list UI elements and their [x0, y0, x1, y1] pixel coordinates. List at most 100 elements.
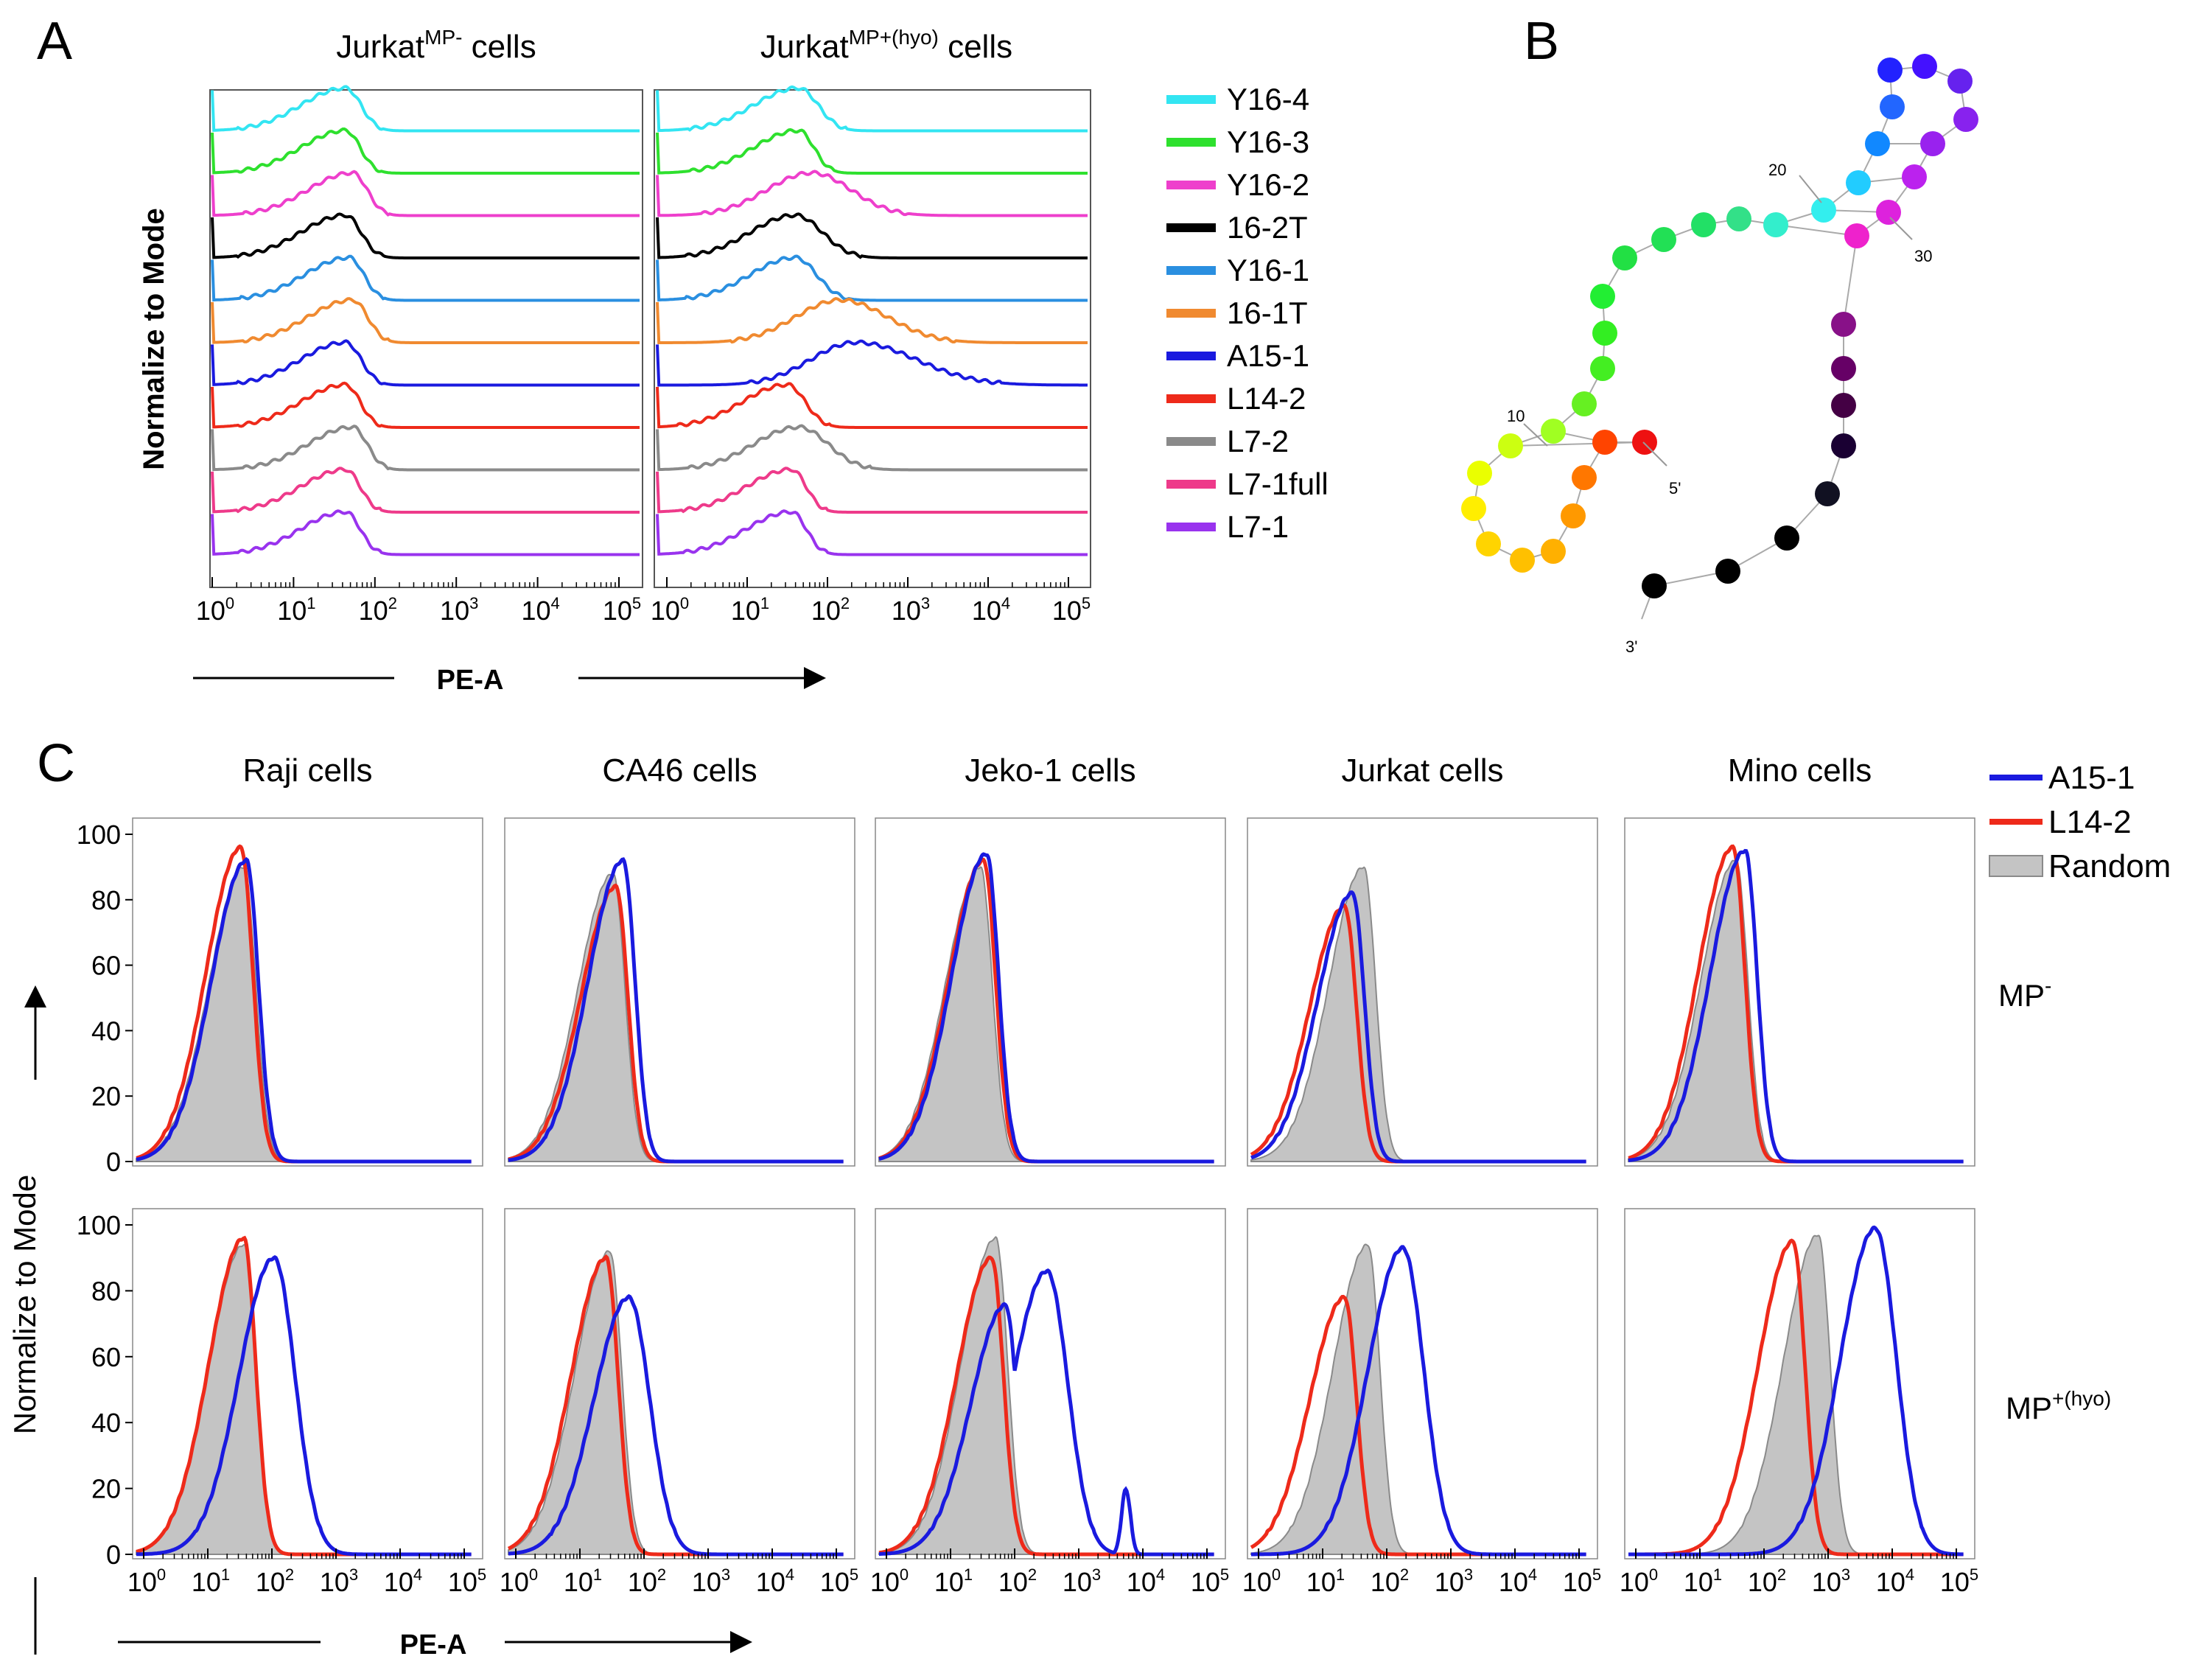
panel-c-legend: A15-1 L14-2 Random — [1989, 760, 2171, 884]
histogram-16-1t — [656, 297, 1088, 344]
legend-label-y16-2: Y16-2 — [1227, 167, 1309, 202]
nucleotide — [1498, 433, 1523, 458]
histogram-random — [878, 866, 1214, 1162]
x-tick-label: 103 — [1812, 1565, 1850, 1597]
nucleotide — [1592, 430, 1617, 455]
nucleotide — [1876, 200, 1901, 225]
histogram-random — [136, 1243, 472, 1555]
panel-label-b: B — [1524, 12, 1559, 71]
x-tick-label: 101 — [1306, 1565, 1345, 1597]
histogram-l14-2 — [656, 382, 1088, 429]
histogram-l7-1 — [656, 509, 1088, 556]
nucleotide — [1612, 245, 1637, 270]
plot-frame — [504, 1208, 855, 1560]
histogram-random — [1250, 866, 1586, 1162]
nucleotide — [1561, 503, 1586, 528]
x-tick-label: 103 — [1435, 1565, 1473, 1597]
legend-label-l14-2: L14-2 — [2048, 804, 2132, 840]
histogram-l14-2 — [1628, 1238, 1964, 1557]
x-tick-label: 101 — [192, 1565, 230, 1597]
nucleotide — [1715, 559, 1740, 584]
histogram-random — [878, 1236, 1214, 1555]
panel-a-xlabel: PE-A — [437, 665, 504, 696]
y-tick-label: 40 — [91, 1408, 121, 1438]
panel-a-histograms-right — [656, 85, 1088, 556]
y-tick-label: 80 — [91, 1276, 121, 1306]
x-tick-label: 103 — [440, 594, 478, 626]
panel-c-title-ca46-cells: CA46 cells — [602, 752, 757, 789]
x-tick-label: 101 — [1684, 1565, 1722, 1597]
y-tick-label: 100 — [77, 820, 121, 850]
legend-label-y16-3: Y16-3 — [1227, 125, 1309, 159]
base-pair — [1510, 441, 1645, 447]
x-tick-label: 105 — [820, 1565, 858, 1597]
plot-frame — [1624, 817, 1975, 1167]
plot-frame — [875, 817, 1226, 1167]
x-tick-label: 100 — [651, 594, 689, 626]
nucleotide — [1541, 539, 1566, 564]
nucleotide — [1774, 525, 1799, 551]
histogram-y16-3 — [656, 128, 1088, 175]
nucleotide — [1831, 433, 1856, 458]
histogram-a15-1 — [1250, 890, 1586, 1164]
histogram-16-2t — [656, 212, 1088, 259]
histogram-a15-1 — [136, 856, 472, 1164]
x-tick-label: 105 — [1191, 1565, 1229, 1597]
x-tick-label: 100 — [1620, 1565, 1658, 1597]
row-label-mp-minus: MP- — [1998, 974, 2051, 1013]
plot-frame — [1247, 817, 1598, 1167]
backbone-bond — [1843, 235, 1858, 325]
x-tick-label: 103 — [892, 594, 930, 626]
legend-label-l7-2: L7-2 — [1227, 424, 1289, 458]
nucleotide — [1691, 212, 1716, 237]
histogram-random — [1250, 1243, 1586, 1555]
histogram-a15-1 — [1628, 848, 1964, 1164]
panel-a-legend: Y16-4 Y16-3 Y16-2 16-2T Y16-1 16-1T A15-1 L14-2… — [1166, 82, 1329, 544]
nucleotide — [1642, 573, 1667, 598]
x-tick-label: 100 — [500, 1565, 538, 1597]
x-tick-label: 103 — [1063, 1565, 1101, 1597]
nucleotide — [1831, 312, 1856, 337]
x-tick-label: 100 — [196, 594, 234, 626]
nucleotide — [1920, 131, 1945, 156]
x-tick-label: 104 — [1876, 1565, 1914, 1597]
plot-frame — [1247, 1208, 1598, 1560]
panel-a-x-ticks: 100 101 102 103 104 105 100 101 102 103 104 105 — [196, 577, 1091, 626]
rna-backbone — [1473, 66, 1967, 620]
x-tick-label: 101 — [731, 594, 769, 626]
nucleotide — [1541, 419, 1566, 444]
label-20-tick — [1799, 175, 1822, 203]
nucleotide — [1811, 198, 1836, 223]
x-tick-label: 101 — [934, 1565, 973, 1597]
legend-label-16-1t: 16-1T — [1227, 296, 1308, 330]
x-tick-label: 104 — [1127, 1565, 1165, 1597]
base-pair — [1775, 224, 1858, 237]
nucleotide — [1877, 57, 1903, 83]
row-label-mp-plus: MP+(hyo) — [2006, 1387, 2111, 1425]
histogram-random — [508, 873, 844, 1162]
nucleotide — [1953, 107, 1978, 132]
x-tick-label: 105 — [603, 594, 641, 626]
panel-a-frame-right — [654, 89, 1091, 588]
histogram-y16-2 — [211, 170, 640, 217]
x-tick-label: 100 — [1242, 1565, 1281, 1597]
rna-nucleotides — [1461, 54, 1978, 598]
y-tick-label: 80 — [91, 885, 121, 915]
y-tick-label: 20 — [91, 1081, 121, 1111]
nucleotide — [1912, 54, 1937, 79]
nucleotide — [1590, 356, 1615, 381]
y-tick-label: 60 — [91, 951, 121, 981]
nucleotide — [1592, 321, 1617, 346]
plot-frame — [875, 1208, 1226, 1560]
legend-label-y16-4: Y16-4 — [1227, 82, 1309, 116]
panel-label-c: C — [37, 734, 75, 793]
histogram-a15-1 — [211, 339, 640, 387]
nucleotide — [1476, 531, 1501, 556]
nucleotide — [1726, 206, 1751, 231]
histogram-16-1t — [211, 297, 640, 344]
legend-label-l14-2: L14-2 — [1227, 381, 1306, 416]
label-30-tick — [1889, 217, 1913, 240]
legend-label-a15-1: A15-1 — [2048, 760, 2135, 796]
label-30: 30 — [1914, 247, 1932, 265]
panel-b-structure: 20 30 10 5' 3' — [1461, 54, 1978, 656]
